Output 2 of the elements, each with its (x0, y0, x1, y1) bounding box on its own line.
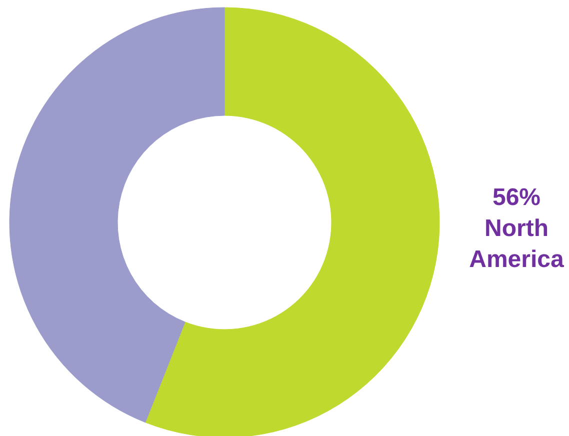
slice-label: North America (469, 215, 565, 274)
data-label: 56% (492, 184, 541, 211)
